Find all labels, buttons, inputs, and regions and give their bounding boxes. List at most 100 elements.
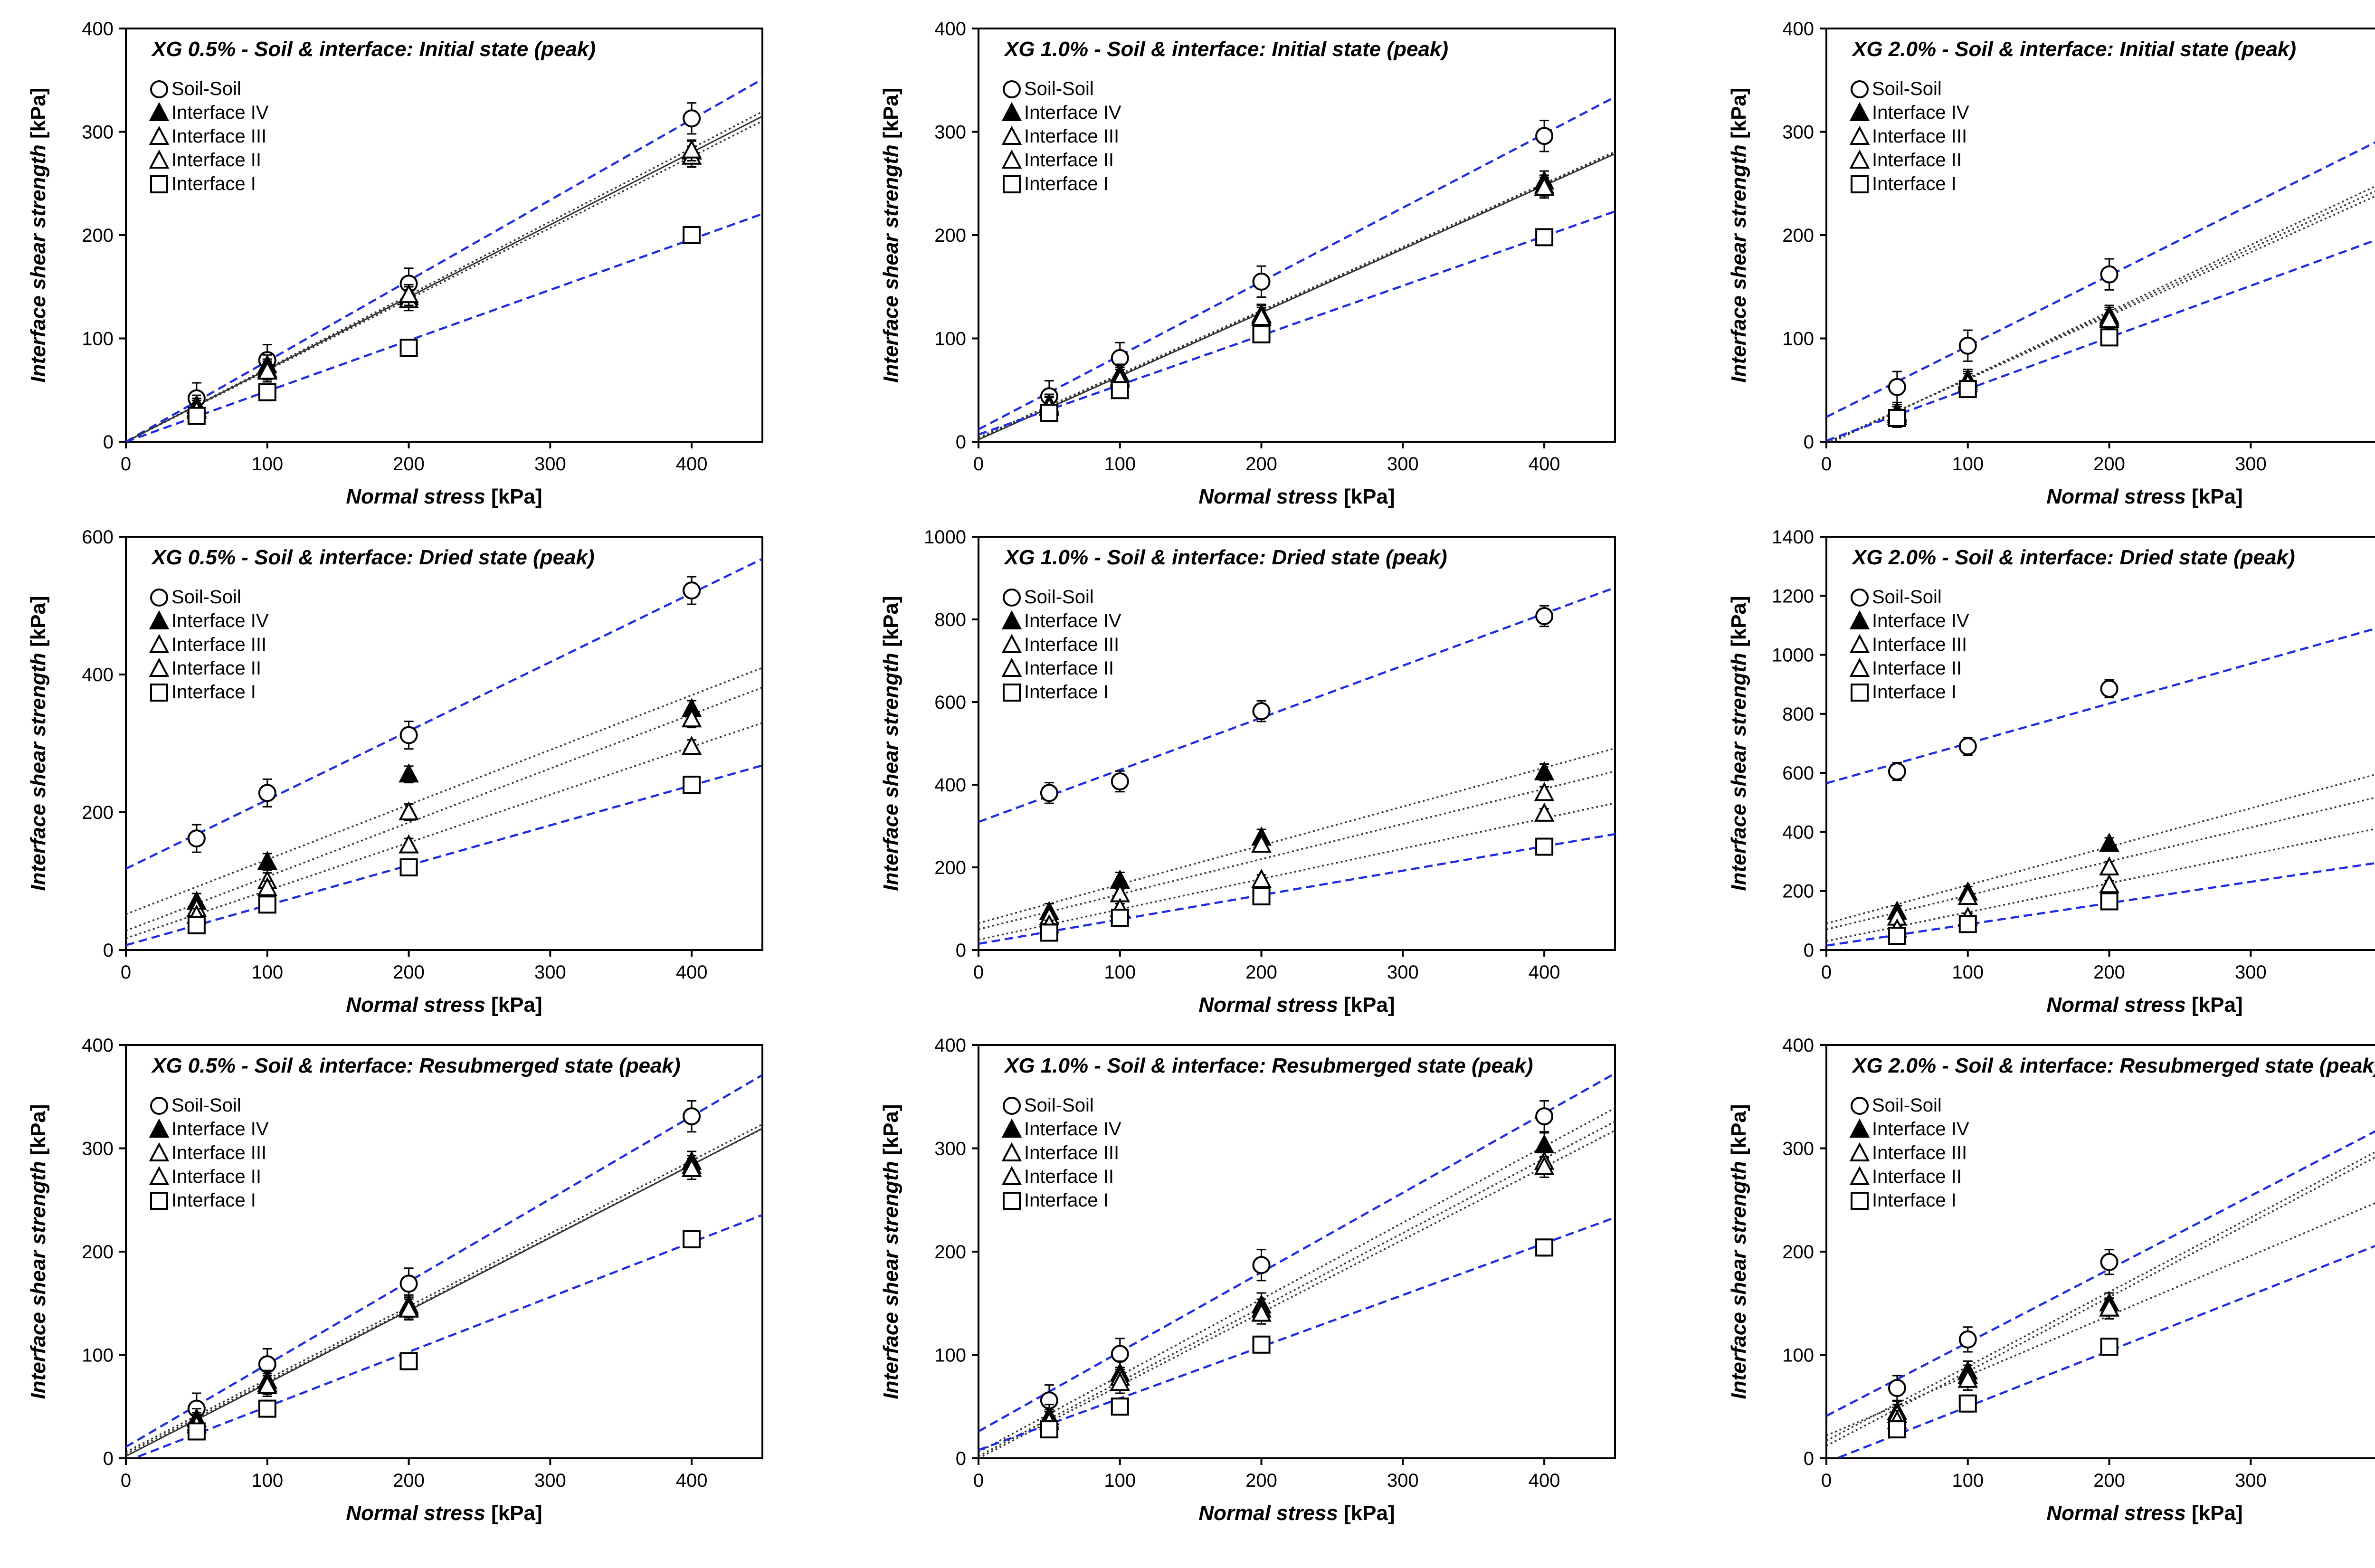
- fit-line-interface-i: [978, 1216, 1615, 1451]
- y-axis-label-main: Interface shear strength: [1727, 653, 1750, 891]
- y-tick-label: 1400: [1772, 527, 1814, 548]
- y-axis-label: Interface shear strength [kPa]: [27, 1104, 50, 1399]
- x-tick-label: 200: [1245, 962, 1277, 983]
- legend-marker: [1001, 125, 1022, 145]
- fit-lines: [1826, 141, 2375, 442]
- y-tick-label: 200: [934, 1242, 966, 1263]
- y-tick-label: 400: [82, 665, 114, 685]
- legend-marker: [1849, 634, 1870, 653]
- x-tick-label: 100: [1952, 1470, 1984, 1491]
- legend-marker: [1849, 1118, 1870, 1138]
- y-axis-label: Interface shear strength [kPa]: [1727, 596, 1750, 891]
- chart-title: XG 2.0% - Soil & interface: Resubmerged …: [1851, 1054, 2375, 1077]
- x-tick-label: 100: [1952, 454, 1984, 475]
- legend-marker: [1001, 634, 1022, 653]
- x-axis-label-main: Normal stress: [2046, 485, 2185, 508]
- legend-label: Interface IV: [171, 610, 269, 631]
- x-axis-label-main: Normal stress: [346, 1501, 485, 1525]
- legend-label: Interface I: [171, 682, 256, 703]
- data-point: [1888, 378, 1906, 396]
- chart-panel: 0 100 200 300 400 0 100 200 300 400 Normal stress …: [27, 19, 763, 508]
- legend-label: Interface I: [1024, 173, 1109, 194]
- legend-label: Soil-Soil: [1872, 587, 1942, 608]
- data-point: [1251, 868, 1272, 888]
- data-point: [1252, 325, 1271, 343]
- data-point: [187, 1422, 206, 1441]
- legend-marker: [1851, 175, 1869, 193]
- legend-label: Interface III: [1872, 1142, 1967, 1163]
- fit-line-interface-iv: [978, 1107, 1615, 1453]
- fit-line-soil-soil: [1826, 627, 2375, 785]
- legend-label: Interface I: [171, 173, 256, 194]
- data-point: [1251, 306, 1272, 326]
- x-axis-label-main: Normal stress: [346, 993, 485, 1017]
- data-point: [1040, 404, 1058, 422]
- data-point: [1957, 885, 1978, 905]
- legend-label: Interface I: [1872, 682, 1957, 703]
- series-interface-iii: [1887, 856, 2119, 926]
- y-axis-label: Interface shear strength [kPa]: [1727, 1104, 1750, 1399]
- x-axis-label: Normal stress [kPa]: [2046, 993, 2242, 1017]
- x-tick-label: 100: [251, 962, 283, 983]
- y-tick-label: 0: [103, 432, 114, 453]
- data-point: [1957, 1368, 1978, 1388]
- data-point: [1888, 409, 1906, 427]
- y-axis-label: Interface shear strength [kPa]: [879, 596, 902, 891]
- chart-title: XG 0.5% - Soil & interface: Resubmerged …: [151, 1054, 681, 1077]
- legend-marker: [149, 610, 170, 629]
- x-axis-label-unit: [kPa]: [485, 993, 542, 1017]
- y-tick-label: 200: [1782, 225, 1814, 246]
- fit-line-interface-iii: [126, 686, 762, 932]
- data-point: [681, 708, 702, 728]
- fit-line-soil-soil: [126, 1074, 762, 1448]
- legend-marker: [1849, 1166, 1870, 1185]
- legend-marker: [1849, 125, 1870, 145]
- x-tick-label: 0: [121, 454, 131, 475]
- fit-line-soil-soil: [126, 78, 762, 442]
- y-tick-label: 400: [1782, 1035, 1814, 1056]
- y-tick-label: 400: [934, 19, 966, 39]
- fit-line-interface-iii: [126, 1128, 762, 1455]
- x-tick-label: 300: [1387, 962, 1419, 983]
- y-axis-label-unit: [kPa]: [1727, 596, 1750, 653]
- legend-label: Interface IV: [1872, 1119, 1969, 1140]
- legend-label: Interface III: [171, 1142, 266, 1163]
- data-point: [683, 1230, 701, 1248]
- legend-label: Interface II: [171, 1166, 261, 1187]
- x-tick-label: 300: [1387, 1470, 1419, 1491]
- legend-marker: [1851, 589, 1869, 607]
- legend-label: Interface II: [1872, 1166, 1962, 1187]
- y-axis-label: Interface shear strength [kPa]: [879, 87, 902, 382]
- data-point: [683, 109, 701, 128]
- legend-marker: [1849, 149, 1870, 169]
- data-point: [2100, 265, 2118, 284]
- legend-marker: [150, 589, 168, 607]
- x-axis-label-unit: [kPa]: [2186, 485, 2243, 508]
- x-axis-label: Normal stress [kPa]: [346, 993, 542, 1017]
- fit-line-interface-iii: [978, 770, 1615, 931]
- chart-panel: 0 100 200 300 400 0 100 200 300 400 Normal stress …: [879, 1035, 1616, 1525]
- fit-line-interface-iv: [1826, 1151, 2375, 1442]
- legend-label: Interface I: [171, 1190, 256, 1211]
- x-tick-label: 300: [2235, 1470, 2267, 1491]
- y-axis-label-unit: [kPa]: [879, 596, 902, 653]
- data-point: [683, 226, 701, 244]
- data-point: [1888, 927, 1906, 945]
- x-axis-label: Normal stress [kPa]: [1198, 485, 1395, 508]
- y-tick-label: 300: [1782, 122, 1814, 143]
- x-tick-label: 300: [534, 962, 566, 983]
- x-axis-label: Normal stress [kPa]: [2046, 485, 2242, 508]
- x-tick-label: 300: [534, 1470, 566, 1491]
- data-point: [187, 829, 206, 848]
- x-axis-label-unit: [kPa]: [485, 485, 542, 508]
- y-tick-label: 0: [956, 432, 966, 453]
- data-point: [1252, 272, 1271, 291]
- fit-line-interface-ii: [978, 1130, 1615, 1458]
- x-tick-label: 200: [2093, 962, 2125, 983]
- data-point: [1958, 1394, 1977, 1413]
- x-tick-label: 0: [1821, 962, 1832, 983]
- legend-label: Soil-Soil: [1872, 78, 1942, 99]
- x-axis-label-unit: [kPa]: [485, 1501, 542, 1525]
- fit-line-interface-i: [1834, 1245, 2375, 1458]
